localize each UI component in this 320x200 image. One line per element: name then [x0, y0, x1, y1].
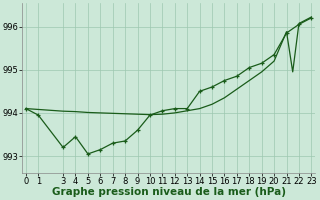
- X-axis label: Graphe pression niveau de la mer (hPa): Graphe pression niveau de la mer (hPa): [52, 187, 285, 197]
